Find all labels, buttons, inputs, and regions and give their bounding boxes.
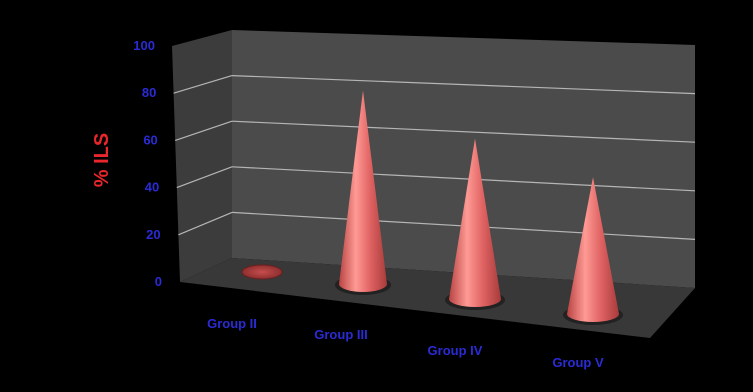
- cone-series: [241, 90, 623, 325]
- x-category-label: Group V: [552, 355, 604, 370]
- gridline-back: [231, 120, 696, 143]
- x-category-label: Group II: [207, 316, 257, 331]
- gridline-side: [178, 211, 233, 236]
- gridline-side: [175, 120, 233, 141]
- cone-mark: [335, 90, 391, 295]
- gridline-side: [176, 166, 233, 189]
- y-tick-label: 80: [142, 85, 156, 100]
- y-tick-label: 100: [133, 38, 155, 53]
- x-axis-category-labels: Group II Group III Group IV Group V: [207, 316, 604, 370]
- gridline-back: [231, 166, 696, 192]
- y-tick-label: 60: [143, 132, 157, 147]
- cone-mark: [241, 264, 283, 280]
- chart-side-wall: [172, 30, 232, 282]
- y-axis-title: % ILS: [91, 133, 113, 187]
- x-category-label: Group IV: [428, 343, 483, 358]
- cone-body: [567, 177, 619, 322]
- cone-body: [339, 90, 387, 292]
- y-tick-label: 40: [145, 180, 159, 195]
- cone-mark: [563, 177, 623, 325]
- cone-base: [241, 264, 283, 280]
- cone-mark: [445, 138, 505, 310]
- gridline-back: [231, 75, 696, 95]
- cone-body: [449, 138, 501, 307]
- gridline-side: [173, 75, 233, 94]
- y-axis-tick-labels: 0 20 40 60 80 100: [133, 38, 162, 289]
- y-tick-label: 0: [155, 274, 162, 289]
- y-tick-label: 20: [146, 227, 160, 242]
- x-category-label: Group III: [314, 327, 367, 342]
